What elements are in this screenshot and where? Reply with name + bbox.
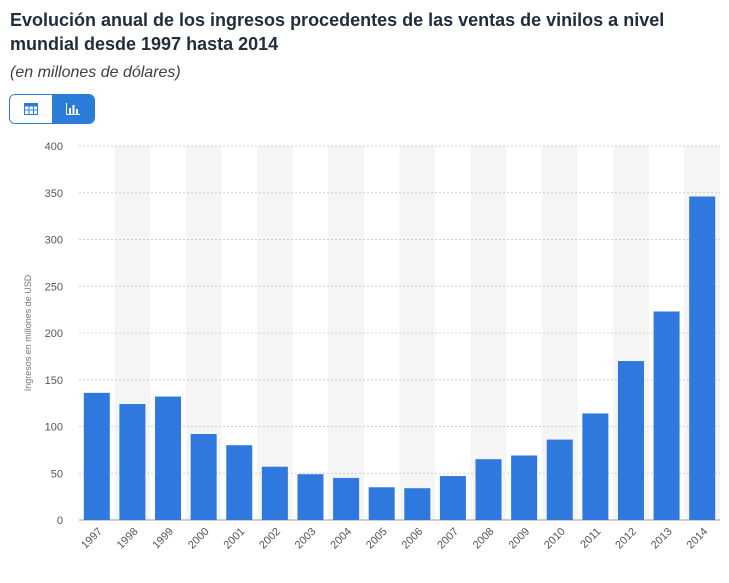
bar-2000[interactable]: 2000: 92 [190,433,217,520]
y-axis-label: Ingresos en millones de USD [23,274,33,391]
y-tick-label: 100 [45,422,63,434]
bar-1998[interactable]: 1998: 124 [119,404,146,520]
bar-2001[interactable]: 2001: 80 [226,445,253,520]
bar-2006[interactable]: 2006: 34 [404,488,431,520]
x-tick-label: 2003 [293,526,319,552]
x-tick-label: 2007 [435,526,461,552]
x-tick-label: 2000 [186,526,212,552]
category-band [328,146,364,520]
x-tick-label: 1998 [115,526,141,552]
y-tick-label: 200 [45,328,63,340]
x-tick-label: 2014 [685,526,711,552]
y-tick-label: 150 [45,375,63,387]
chart-subtitle: (en millones de dólares) [10,64,181,81]
bar-2014[interactable]: 2014: 346 [689,196,716,520]
bar-2010[interactable]: 2010: 86 [546,439,573,520]
x-tick-label: 2013 [649,526,675,552]
bar-chart: 0 50 100 150 200 250 300 350 400 1997: 136 1998: … [23,141,720,552]
bar-2007[interactable]: 2007: 47 [439,476,466,520]
x-tick-label: 2008 [471,526,497,552]
y-tick-label: 50 [51,468,63,480]
bar-2009[interactable]: 2009: 69 [511,455,538,520]
y-tick-label: 250 [45,281,63,293]
y-tick-label: 400 [45,141,63,153]
table-icon [24,103,38,115]
bar-2005[interactable]: 2005: 35 [368,487,395,520]
category-band [399,146,436,520]
bar-2013[interactable]: 2013: 223 [653,311,680,520]
y-tick-label: 350 [45,188,63,200]
category-band [257,146,293,520]
bar-1997[interactable]: 1997: 136 [83,392,110,520]
bar-2003[interactable]: 2003: 49 [297,474,324,520]
bar-2012[interactable]: 2012: 170 [617,361,644,520]
x-tick-label: 2001 [222,526,248,552]
x-tick-label: 1999 [150,526,176,552]
bar-2002[interactable]: 2002: 57 [261,466,288,520]
view-toggle [9,94,95,124]
bar-chart-icon [66,103,80,115]
bar-2004[interactable]: 2004: 45 [333,477,360,520]
bar-2008[interactable]: 2008: 65 [475,459,502,520]
x-tick-label: 2002 [257,526,283,552]
x-tick-label: 2012 [613,526,639,552]
bar-1999[interactable]: 1999: 132 [155,396,182,520]
x-tick-label: 2005 [364,526,390,552]
table-view-button[interactable] [10,95,52,123]
y-tick-label: 300 [45,235,63,247]
x-tick-label: 2009 [506,526,532,552]
x-tick-label: 1997 [79,526,105,552]
x-tick-label: 2011 [578,526,603,551]
bar-2011[interactable]: 2011: 114 [582,413,609,520]
x-tick-label: 2006 [400,526,426,552]
chart-title: Evolución anual de los ingresos proceden… [10,10,665,54]
x-tick-label: 2010 [542,526,568,552]
x-tick-label: 2004 [328,526,354,552]
y-tick-label: 0 [57,515,63,527]
chart-view-button[interactable] [52,95,94,123]
